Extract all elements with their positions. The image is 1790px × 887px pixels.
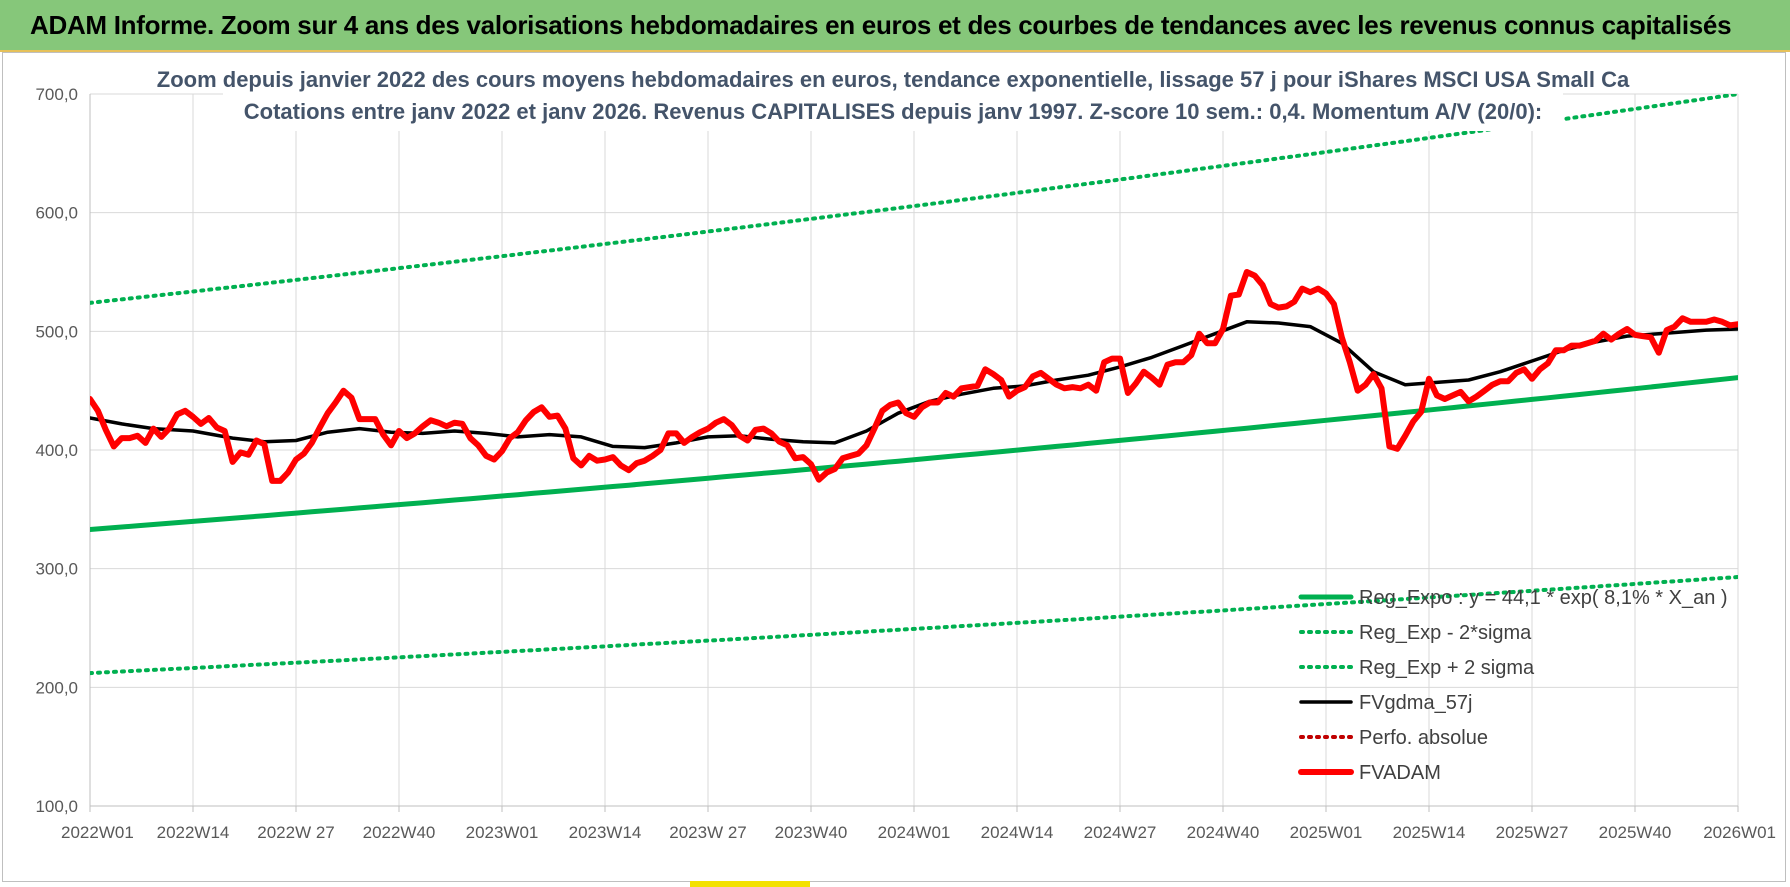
x-tick-label: 2023W14 xyxy=(569,823,642,842)
chart-subtitle: Cotations entre janv 2022 et janv 2026. … xyxy=(244,99,1542,124)
report-title: ADAM Informe. Zoom sur 4 ans des valoris… xyxy=(30,10,1732,40)
series-line-fvgdma_57j xyxy=(90,320,1738,450)
series-line-reg_exp xyxy=(90,575,1738,676)
legend-label: FVADAM xyxy=(1359,762,1441,784)
chart-area: 100,0 200,0 300,0 400,0 500,0 600,0 700,0 2022W… xyxy=(2,52,1786,882)
series-line-reg_expo xyxy=(90,375,1738,532)
legend-label: Reg_Exp + 2 sigma xyxy=(1359,657,1535,679)
report-banner: ADAM Informe. Zoom sur 4 ans des valoris… xyxy=(0,0,1790,52)
legend-label: Reg_Expo : y = 44,1 * exp( 8,1% * X_an ) xyxy=(1359,587,1728,609)
axes: 100,0 200,0 300,0 400,0 500,0 600,0 700,0 2022W… xyxy=(35,85,1776,842)
legend-label: Perfo. absolue xyxy=(1359,727,1488,749)
gridlines xyxy=(89,93,1739,807)
x-tick-label: 2025W40 xyxy=(1599,823,1672,842)
y-tick-label: 700,0 xyxy=(35,85,78,104)
title-background xyxy=(223,61,1563,131)
x-tick-label: 2026W01 xyxy=(1703,823,1776,842)
x-tick-label: 2022W01 xyxy=(61,823,134,842)
x-tick-label: 2022W40 xyxy=(363,823,436,842)
x-tick-label: 2023W 27 xyxy=(669,823,747,842)
y-tick-label: 500,0 xyxy=(35,322,78,341)
y-tick-label: 200,0 xyxy=(35,678,78,697)
x-tick-label: 2024W27 xyxy=(1084,823,1157,842)
y-tick-label: 100,0 xyxy=(35,797,78,816)
legend-label: Reg_Exp - 2*sigma xyxy=(1359,622,1532,644)
x-tick-label: 2023W40 xyxy=(775,823,848,842)
bottom-marker xyxy=(690,881,810,887)
y-tick-label: 600,0 xyxy=(35,204,78,223)
legend-label: FVgdma_57j xyxy=(1359,692,1472,714)
series-line-fvadam xyxy=(90,269,1738,484)
line-chart: 100,0 200,0 300,0 400,0 500,0 600,0 700,0 2022W… xyxy=(35,61,1776,842)
y-tick-label: 300,0 xyxy=(35,560,78,579)
x-tick-label: 2024W14 xyxy=(981,823,1054,842)
x-tick-label: 2024W01 xyxy=(878,823,951,842)
chart-title: Zoom depuis janvier 2022 des cours moyen… xyxy=(157,67,1630,92)
series-layer xyxy=(90,94,1738,676)
legend: Reg_Expo : y = 44,1 * exp( 8,1% * X_an )… xyxy=(1298,587,1728,784)
y-tick-label: 400,0 xyxy=(35,441,78,460)
x-tick-label: 2024W40 xyxy=(1187,823,1260,842)
x-tick-label: 2023W01 xyxy=(466,823,539,842)
series-line-reg_exp xyxy=(90,94,1738,305)
x-tick-label: 2022W 27 xyxy=(257,823,335,842)
x-tick-label: 2022W14 xyxy=(157,823,230,842)
x-tick-label: 2025W14 xyxy=(1393,823,1466,842)
x-tick-label: 2025W27 xyxy=(1496,823,1569,842)
x-tick-label: 2025W01 xyxy=(1290,823,1363,842)
